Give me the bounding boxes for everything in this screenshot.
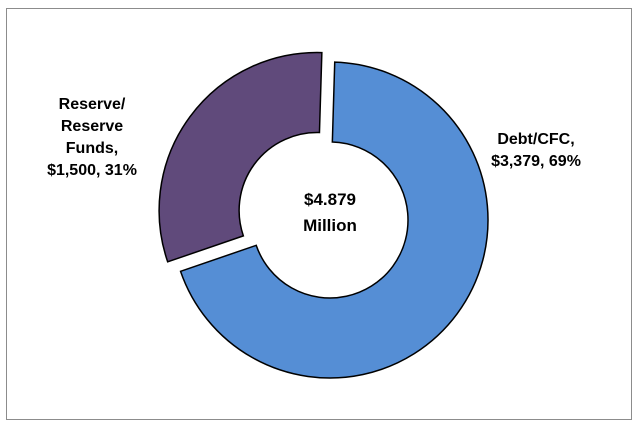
slice-label-reserve-line-3: Funds, [66, 140, 118, 157]
center-label-line-1: $4.879 [304, 190, 356, 209]
slices-group [158, 51, 489, 379]
slice-label-reserve-line-4: $1,500, 31% [47, 162, 137, 179]
slice-reserve-reserve-funds [158, 51, 323, 263]
slice-debt-cfc [179, 61, 489, 379]
slice-label-reserve-line-1: Reserve/ [59, 96, 126, 113]
slice-label-debt-line-1: Debt/CFC, [497, 131, 574, 148]
center-label-line-2: Million [303, 216, 357, 235]
slice-label-reserve-line-2: Reserve [61, 118, 123, 135]
slice-label-debt-line-2: $3,379, 69% [491, 153, 581, 170]
